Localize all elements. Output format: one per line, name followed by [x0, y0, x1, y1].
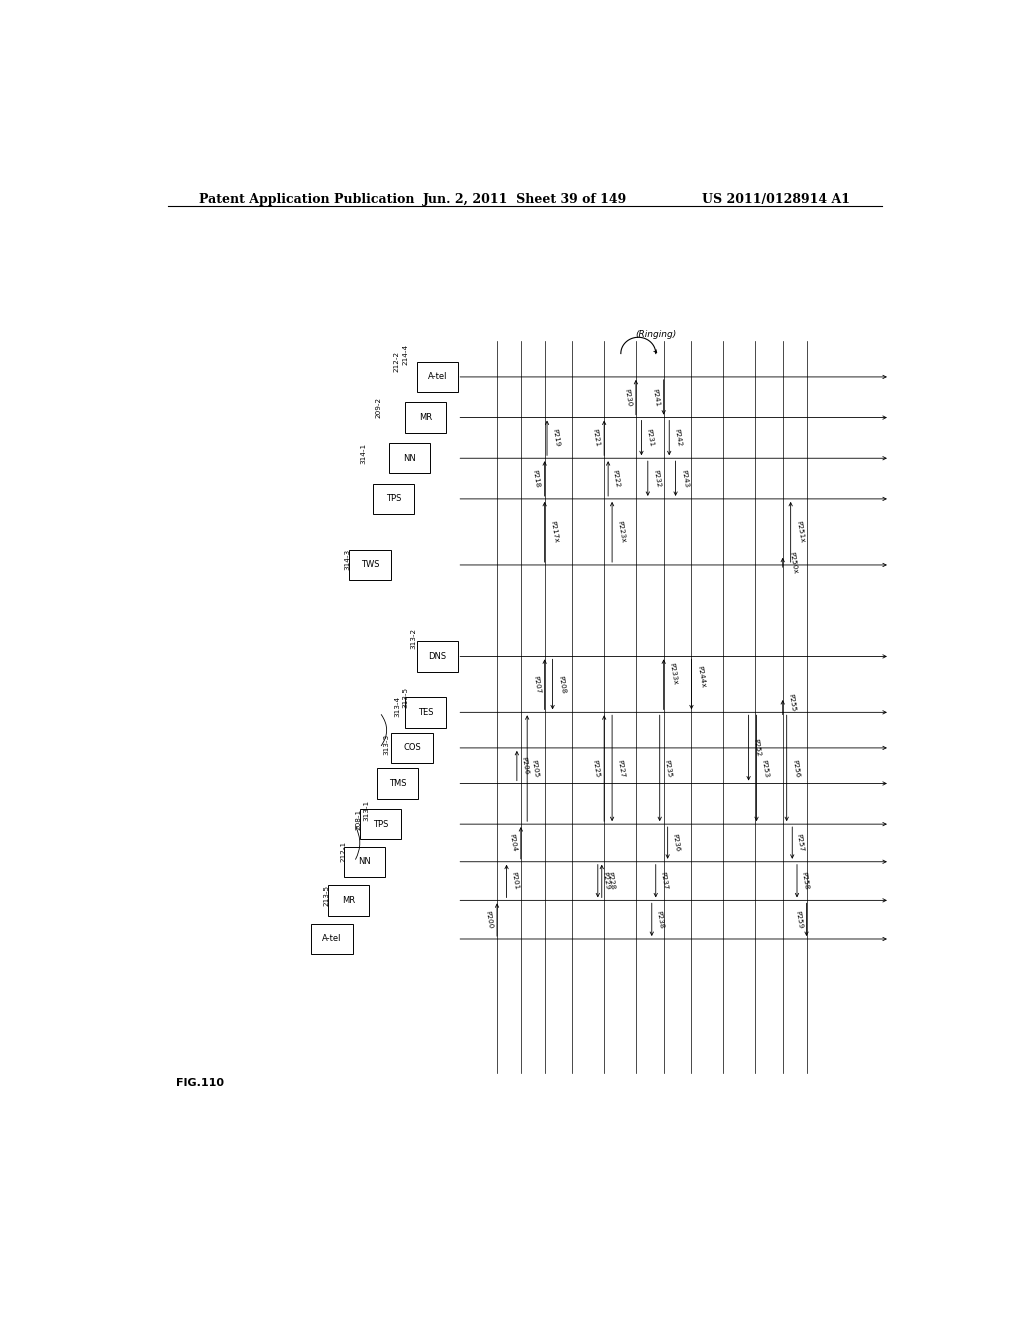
Text: P231: P231 — [646, 429, 654, 447]
Text: Patent Application Publication: Patent Application Publication — [200, 193, 415, 206]
Text: P252: P252 — [752, 738, 761, 758]
Text: 213-5: 213-5 — [324, 884, 330, 906]
Text: TPS: TPS — [386, 495, 401, 503]
Text: P205: P205 — [530, 759, 540, 777]
Text: TES: TES — [418, 708, 433, 717]
Text: NN: NN — [403, 454, 416, 463]
FancyBboxPatch shape — [417, 362, 458, 392]
Text: MR: MR — [342, 896, 355, 906]
Text: P218: P218 — [531, 469, 541, 488]
Text: P201: P201 — [510, 871, 519, 891]
Text: P256: P256 — [791, 759, 800, 777]
FancyBboxPatch shape — [344, 846, 385, 876]
Text: P217x: P217x — [549, 520, 559, 544]
Text: NN: NN — [358, 857, 371, 866]
Text: P244x: P244x — [696, 665, 706, 688]
Text: 313-1: 313-1 — [364, 800, 369, 821]
Text: 313-5: 313-5 — [402, 686, 409, 708]
FancyBboxPatch shape — [389, 444, 430, 474]
Text: P236: P236 — [671, 833, 680, 853]
Text: P221: P221 — [592, 429, 601, 447]
Text: MR: MR — [419, 413, 432, 422]
Text: 212-2: 212-2 — [393, 351, 399, 372]
Text: P230: P230 — [624, 388, 633, 407]
Text: P259: P259 — [794, 911, 803, 929]
Text: Jun. 2, 2011  Sheet 39 of 149: Jun. 2, 2011 Sheet 39 of 149 — [423, 193, 627, 206]
Text: P232: P232 — [652, 469, 662, 488]
Text: TWS: TWS — [360, 561, 379, 569]
Text: 313-3: 313-3 — [383, 734, 389, 755]
Text: P200: P200 — [484, 911, 494, 929]
FancyBboxPatch shape — [391, 733, 433, 763]
FancyBboxPatch shape — [373, 483, 415, 515]
Text: P257: P257 — [796, 833, 805, 853]
Text: FIG.110: FIG.110 — [176, 1078, 223, 1088]
Text: P251x: P251x — [796, 520, 805, 544]
FancyBboxPatch shape — [328, 886, 370, 916]
FancyBboxPatch shape — [404, 403, 446, 433]
Text: P253: P253 — [760, 759, 769, 777]
Text: 313-2: 313-2 — [411, 627, 417, 648]
Text: P207: P207 — [532, 675, 542, 694]
Text: P235: P235 — [664, 759, 672, 777]
Text: P204: P204 — [508, 833, 517, 853]
Text: A-tel: A-tel — [428, 372, 447, 381]
Text: P219: P219 — [551, 429, 560, 447]
FancyBboxPatch shape — [349, 549, 391, 581]
FancyBboxPatch shape — [377, 768, 419, 799]
Text: P208: P208 — [557, 675, 566, 694]
Text: 214-4: 214-4 — [402, 345, 409, 366]
Text: TPS: TPS — [373, 820, 388, 829]
Text: (Ringing): (Ringing) — [635, 330, 677, 339]
Text: P243: P243 — [680, 469, 689, 488]
FancyBboxPatch shape — [359, 809, 401, 840]
Text: P229: P229 — [601, 871, 610, 891]
Text: P255: P255 — [787, 693, 797, 711]
Text: P222: P222 — [611, 469, 621, 488]
Text: 208-1: 208-1 — [355, 808, 361, 830]
Text: 313-4: 313-4 — [395, 696, 400, 717]
Text: P228: P228 — [606, 871, 615, 891]
Text: A-tel: A-tel — [323, 935, 342, 944]
Text: P238: P238 — [655, 911, 665, 929]
Text: P250x: P250x — [788, 552, 798, 574]
Text: 314-3: 314-3 — [344, 549, 350, 570]
FancyBboxPatch shape — [311, 924, 352, 954]
Text: P237: P237 — [659, 871, 669, 891]
Text: 209-2: 209-2 — [376, 397, 382, 418]
Text: 212-1: 212-1 — [341, 841, 347, 862]
FancyBboxPatch shape — [404, 697, 446, 727]
Text: DNS: DNS — [428, 652, 446, 661]
FancyBboxPatch shape — [417, 642, 458, 672]
Text: 314-1: 314-1 — [359, 442, 366, 463]
Text: P241: P241 — [651, 388, 660, 407]
Text: US 2011/0128914 A1: US 2011/0128914 A1 — [702, 193, 850, 206]
Text: P206: P206 — [520, 756, 529, 775]
Text: COS: COS — [403, 743, 421, 752]
Text: P233x: P233x — [669, 663, 678, 686]
Text: P242: P242 — [674, 429, 683, 447]
Text: TMS: TMS — [389, 779, 407, 788]
Text: P258: P258 — [801, 871, 810, 891]
Text: P227: P227 — [616, 759, 626, 777]
Text: P223x: P223x — [616, 520, 627, 544]
Text: P225: P225 — [592, 759, 601, 777]
